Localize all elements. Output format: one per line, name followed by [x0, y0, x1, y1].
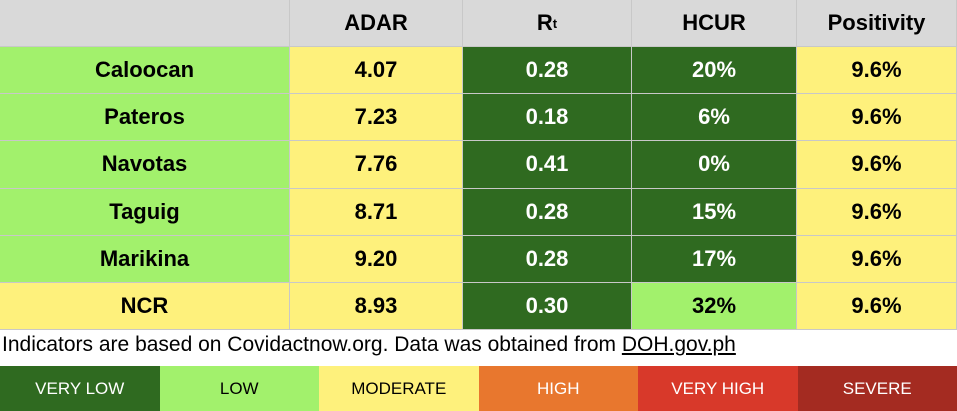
table-cell: 0.28 — [463, 47, 632, 95]
note-link[interactable]: DOH.gov.ph — [621, 333, 736, 356]
legend-item: LOW — [159, 366, 319, 411]
table-cell: 9.6% — [797, 235, 957, 283]
row-label: Marikina — [0, 235, 290, 283]
table-cell: 6% — [632, 94, 797, 142]
header-cell: Positivity — [797, 0, 957, 47]
table-cell: 9.6% — [797, 94, 957, 142]
legend-item: HIGH — [478, 366, 638, 411]
table-cell: 0.30 — [463, 283, 632, 331]
legend-item: VERY HIGH — [638, 366, 798, 411]
table-cell: 9.6% — [797, 283, 957, 331]
table-cell: 9.6% — [797, 188, 957, 236]
note-text: Indicators are based on Covidactnow.org.… — [2, 333, 622, 356]
header-cell — [0, 0, 290, 47]
table-cell: 0.41 — [463, 141, 632, 189]
table-cell: 17% — [632, 235, 797, 283]
legend-item: MODERATE — [319, 366, 479, 411]
table-cell: 0% — [632, 141, 797, 189]
table-cell: 9.20 — [290, 235, 463, 283]
legend-item: SEVERE — [797, 366, 957, 411]
row-label: Navotas — [0, 141, 290, 189]
row-label: Caloocan — [0, 47, 290, 95]
table-cell: 9.6% — [797, 47, 957, 95]
row-label: Taguig — [0, 188, 290, 236]
row-label: Pateros — [0, 94, 290, 142]
table-cell: 8.93 — [290, 283, 463, 331]
table-cell: 32% — [632, 283, 797, 331]
table-cell: 9.6% — [797, 141, 957, 189]
row-label: NCR — [0, 283, 290, 331]
header-subscript: t — [552, 15, 558, 31]
header-text: R — [536, 10, 553, 35]
header-cell: ADAR — [290, 0, 463, 47]
table-cell: 0.18 — [463, 94, 632, 142]
table-cell: 0.28 — [463, 188, 632, 236]
note: Indicators are based on Covidactnow.org.… — [2, 333, 736, 357]
table-cell: 7.76 — [290, 141, 463, 189]
table-cell: 4.07 — [290, 47, 463, 95]
table-cell: 15% — [632, 188, 797, 236]
table-cell: 0.28 — [463, 235, 632, 283]
table-cell: 20% — [632, 47, 797, 95]
legend-item: VERY LOW — [0, 366, 160, 411]
header-cell: HCUR — [632, 0, 797, 47]
table-cell: 8.71 — [290, 188, 463, 236]
table-cell: 7.23 — [290, 94, 463, 142]
